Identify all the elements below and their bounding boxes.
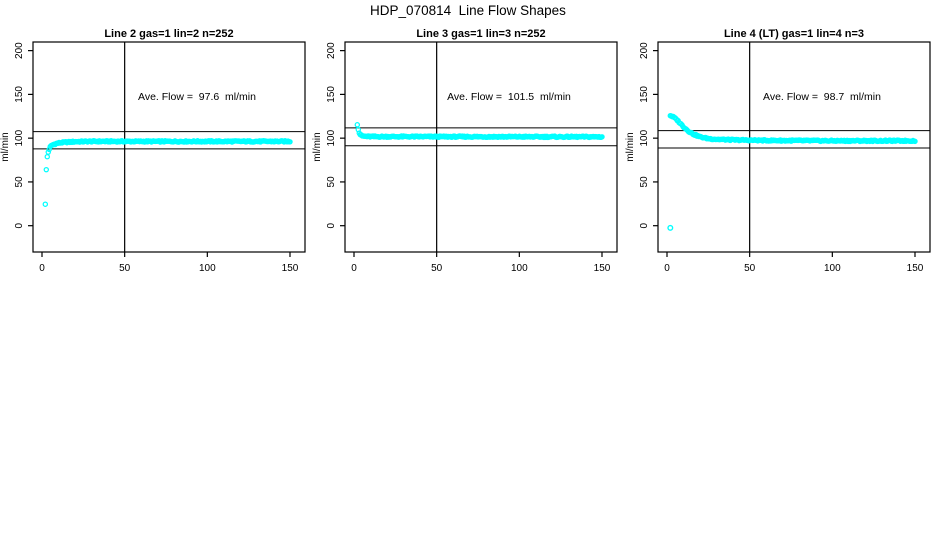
axes-layer: 0 50 100 150 0 50 100 150 200 ml/min bbox=[625, 41, 931, 274]
y-tick-label: 0 bbox=[639, 222, 650, 228]
x-tick-label: 100 bbox=[199, 263, 216, 274]
plot-box bbox=[32, 41, 306, 253]
plot-box bbox=[344, 41, 618, 253]
y-tick-label: 150 bbox=[639, 86, 650, 103]
axes-layer: 0 50 100 150 0 50 100 150 200 ml/min bbox=[312, 41, 618, 274]
points-layer bbox=[42, 138, 293, 207]
panel-title: Line 3 gas=1 lin=3 n=252 bbox=[416, 28, 545, 40]
x-tick-label: 100 bbox=[511, 263, 528, 274]
y-axis-title: ml/min bbox=[312, 132, 323, 161]
avg-flow-annotation: Ave. Flow = 97.6 ml/min bbox=[138, 91, 256, 103]
data-point bbox=[43, 166, 50, 173]
y-tick-label: 200 bbox=[639, 42, 650, 59]
panel-line3: 0 50 100 150 0 50 100 150 200 ml/min Line 3 gas=1… bbox=[312, 28, 618, 274]
y-tick-label: 50 bbox=[639, 176, 650, 188]
data-point bbox=[354, 122, 361, 128]
data-point bbox=[599, 134, 605, 140]
data-point bbox=[45, 149, 51, 155]
x-tick-label: 100 bbox=[824, 263, 841, 274]
avg-flow-annotation: Ave. Flow = 98.7 ml/min bbox=[763, 91, 881, 103]
points-layer bbox=[667, 112, 918, 231]
y-axis-title: ml/min bbox=[0, 132, 11, 161]
panel-line2: 0 50 100 150 0 50 100 150 200 ml/min Line 2 gas=1… bbox=[0, 28, 306, 274]
outlier-point bbox=[667, 224, 674, 231]
x-tick-label: 0 bbox=[351, 263, 357, 274]
y-tick-label: 100 bbox=[14, 129, 25, 146]
data-point bbox=[287, 139, 293, 145]
x-tick-label: 50 bbox=[431, 263, 443, 274]
y-tick-label: 100 bbox=[326, 129, 337, 146]
x-tick-label: 150 bbox=[907, 263, 924, 274]
data-point bbox=[912, 138, 918, 145]
y-tick-label: 100 bbox=[639, 129, 650, 146]
y-tick-label: 50 bbox=[14, 176, 25, 188]
plot-box bbox=[657, 41, 931, 253]
panel-line4: 0 50 100 150 0 50 100 150 200 ml/min Line 4 (LT) … bbox=[625, 28, 931, 274]
y-tick-label: 50 bbox=[326, 176, 337, 188]
plot-svg: 0 50 100 150 0 50 100 150 200 ml/min Line 2 gas=1… bbox=[0, 28, 931, 274]
x-tick-label: 0 bbox=[39, 263, 45, 274]
avg-flow-annotation: Ave. Flow = 101.5 ml/min bbox=[447, 91, 571, 103]
x-tick-label: 0 bbox=[664, 263, 670, 274]
y-tick-label: 0 bbox=[14, 222, 25, 228]
y-tick-label: 0 bbox=[326, 222, 337, 228]
figure-title: HDP_070814 Line Flow Shapes bbox=[370, 3, 566, 18]
axes-layer: 0 50 100 150 0 50 100 150 200 ml/min bbox=[0, 41, 306, 274]
x-tick-label: 50 bbox=[119, 263, 131, 274]
data-point bbox=[44, 153, 50, 160]
panel-title: Line 4 (LT) gas=1 lin=4 n=3 bbox=[724, 28, 864, 40]
x-tick-label: 150 bbox=[282, 263, 299, 274]
x-tick-label: 150 bbox=[594, 263, 611, 274]
panel-title: Line 2 gas=1 lin=2 n=252 bbox=[104, 28, 233, 40]
y-axis-title: ml/min bbox=[625, 132, 636, 161]
x-tick-label: 50 bbox=[744, 263, 756, 274]
y-tick-label: 200 bbox=[326, 42, 337, 59]
y-tick-label: 200 bbox=[14, 42, 25, 59]
y-tick-label: 150 bbox=[14, 86, 25, 103]
points-layer bbox=[354, 122, 605, 141]
y-tick-label: 150 bbox=[326, 86, 337, 103]
data-point bbox=[42, 201, 49, 207]
